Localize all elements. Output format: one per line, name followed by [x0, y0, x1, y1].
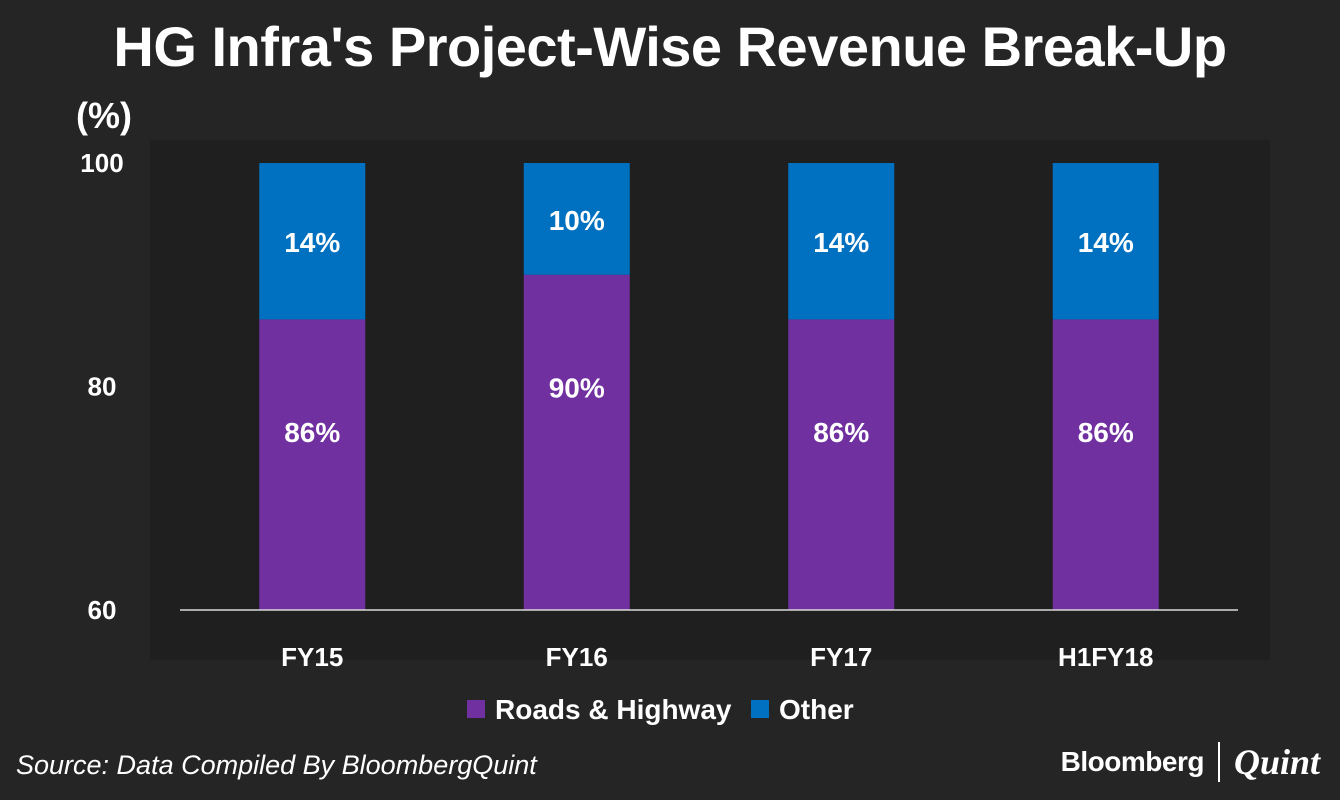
data-label: 14% [1078, 227, 1134, 258]
bar-other [523, 163, 630, 275]
x-tick-label: H1FY18 [1058, 642, 1153, 672]
y-tick-label: 60 [88, 595, 117, 625]
y-tick-label: 100 [80, 148, 123, 178]
stacked-bar-chart: 60 80 100 86% 14% FY15 90% 10% FY16 86% 14% FY17 86%… [80, 148, 1238, 725]
legend-label: Other [779, 694, 854, 725]
chart-title: HG Infra's Project-Wise Revenue Break-Up [113, 15, 1227, 78]
data-label: 90% [549, 373, 605, 404]
bar-roads-highway [788, 319, 895, 610]
data-label: 14% [284, 227, 340, 258]
brand-quint: Quint [1233, 742, 1320, 782]
brand-bloomberg: Bloomberg [1060, 746, 1205, 777]
bar-roads-highway [523, 274, 630, 610]
x-tick-label: FY15 [281, 642, 343, 672]
data-label: 86% [1078, 417, 1134, 448]
bar-other [788, 163, 895, 320]
bar-roads-highway [259, 319, 366, 610]
bar-roads-highway [1052, 319, 1159, 610]
brand-logo: Bloomberg Quint [1061, 740, 1320, 784]
data-label: 10% [549, 205, 605, 236]
legend-swatch [467, 700, 485, 718]
bar-other [259, 163, 366, 320]
y-unit-label: (%) [76, 95, 132, 136]
source-note: Source: Data Compiled By BloombergQuint [16, 750, 537, 780]
bar-other [1052, 163, 1159, 320]
data-label: 86% [813, 417, 869, 448]
legend-swatch [751, 700, 769, 718]
x-tick-label: FY16 [546, 642, 608, 672]
brand-divider [1217, 742, 1220, 782]
x-tick-label: FY17 [810, 642, 872, 672]
y-tick-label: 80 [88, 372, 117, 402]
data-label: 86% [284, 417, 340, 448]
legend-label: Roads & Highway [495, 694, 732, 725]
data-label: 14% [813, 227, 869, 258]
